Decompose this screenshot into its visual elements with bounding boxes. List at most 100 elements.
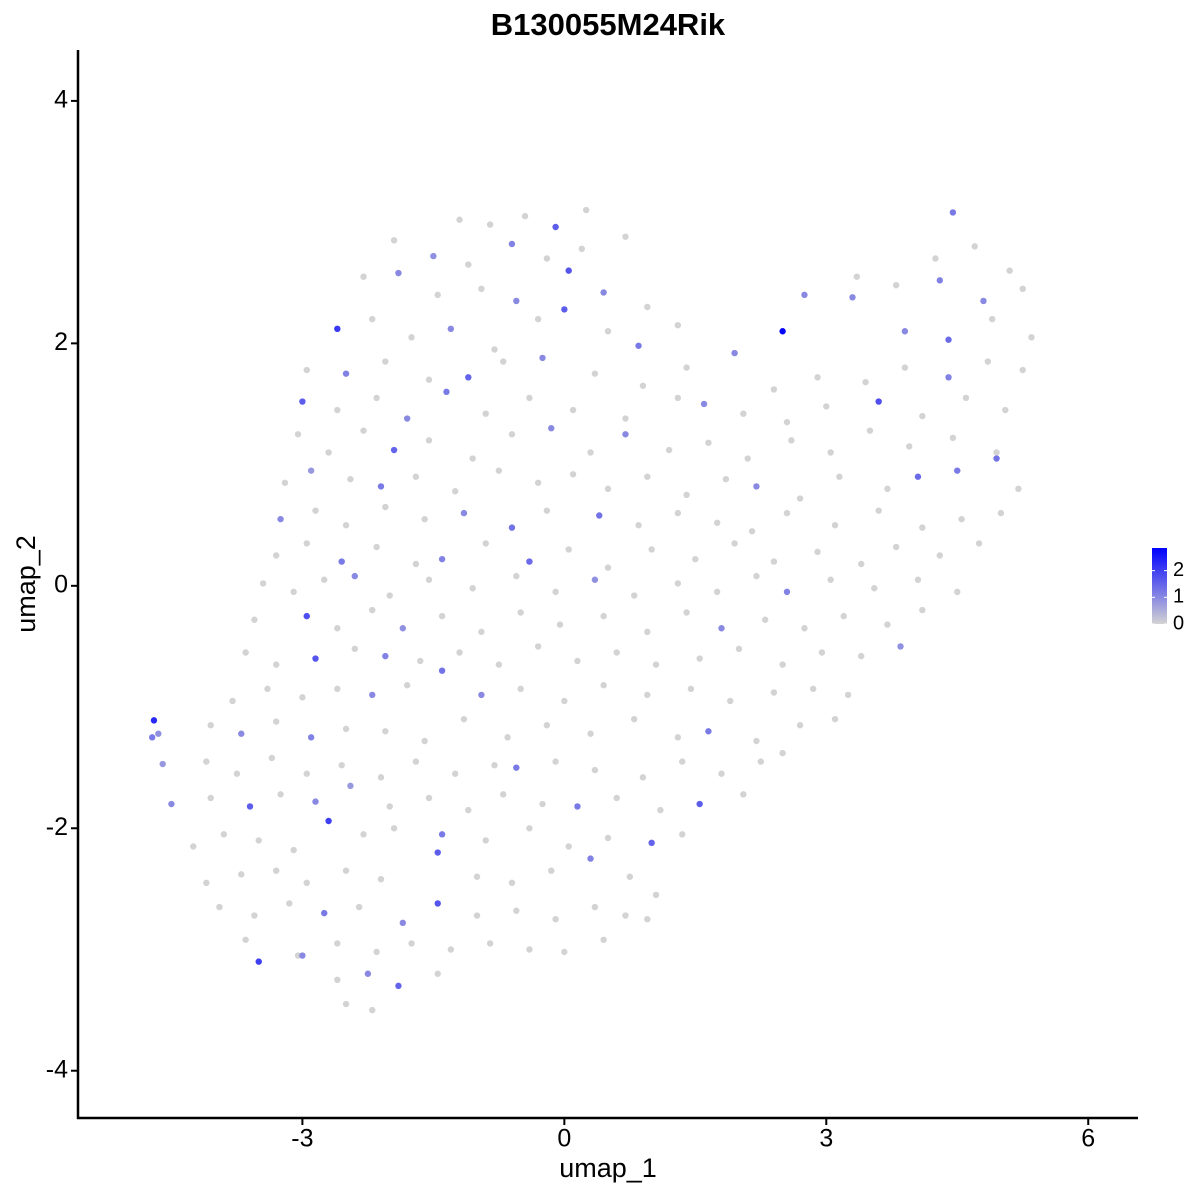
point [657, 806, 664, 814]
point [334, 685, 341, 693]
colorbar [1152, 548, 1167, 624]
point [526, 394, 533, 402]
point [753, 737, 760, 745]
point [596, 512, 603, 519]
point [871, 585, 878, 592]
point [892, 281, 900, 289]
point [299, 694, 306, 701]
point [722, 475, 730, 483]
point [814, 548, 821, 556]
point [901, 328, 909, 335]
point [604, 834, 612, 842]
x-tick-label: 3 [819, 1125, 833, 1153]
point [932, 255, 939, 262]
point [919, 524, 926, 531]
point [705, 728, 712, 735]
point [604, 485, 612, 493]
point [425, 437, 433, 444]
point [526, 825, 533, 832]
point [674, 394, 682, 402]
point [382, 503, 389, 511]
point [517, 685, 524, 693]
point [958, 515, 965, 523]
point [482, 540, 489, 547]
point [635, 342, 642, 349]
point [408, 334, 415, 341]
point [796, 722, 804, 729]
point [412, 473, 420, 480]
point [526, 946, 533, 953]
point [399, 919, 407, 927]
point [831, 522, 839, 529]
point [635, 522, 642, 529]
point [412, 560, 420, 568]
point [273, 718, 280, 725]
point [1019, 285, 1026, 293]
point [508, 240, 516, 248]
point [779, 661, 786, 668]
point [600, 612, 607, 620]
point [355, 903, 363, 911]
point [862, 378, 869, 386]
point [735, 645, 743, 653]
point [255, 837, 262, 844]
point [303, 612, 310, 620]
point [460, 509, 468, 517]
point [386, 592, 393, 599]
point [495, 661, 503, 668]
point [639, 382, 647, 389]
point [630, 592, 638, 599]
point [875, 398, 882, 405]
point [713, 519, 721, 526]
point [849, 294, 856, 301]
point [840, 612, 847, 620]
point [299, 952, 306, 959]
point [844, 691, 852, 699]
point [273, 661, 280, 668]
point [408, 940, 415, 947]
point [622, 912, 629, 919]
point [591, 370, 599, 377]
point [718, 625, 725, 632]
point [674, 580, 682, 587]
point [788, 437, 795, 444]
point [692, 555, 699, 563]
point [1015, 485, 1022, 493]
point [809, 685, 817, 693]
point [395, 269, 402, 277]
point [578, 245, 586, 253]
point [801, 291, 808, 299]
point [954, 588, 961, 596]
point [696, 655, 703, 662]
point [866, 427, 874, 434]
point [613, 794, 620, 802]
point [159, 760, 166, 768]
point [268, 754, 276, 762]
point [482, 410, 489, 417]
point [644, 473, 651, 480]
point [342, 522, 350, 529]
point [264, 685, 271, 693]
point [456, 216, 463, 223]
point [962, 394, 970, 402]
point [622, 415, 629, 422]
point [744, 455, 751, 462]
point [321, 909, 328, 917]
point [259, 580, 267, 587]
point [290, 846, 297, 854]
point [334, 625, 341, 632]
point [740, 791, 747, 798]
point [203, 879, 210, 887]
point [770, 689, 778, 696]
point [897, 643, 904, 650]
point [556, 621, 564, 628]
point [434, 849, 441, 856]
point [644, 303, 651, 311]
point [246, 803, 254, 810]
point [539, 800, 546, 808]
point [740, 410, 747, 417]
point [373, 543, 380, 551]
point [626, 873, 634, 880]
point [949, 209, 957, 216]
point [936, 552, 943, 559]
